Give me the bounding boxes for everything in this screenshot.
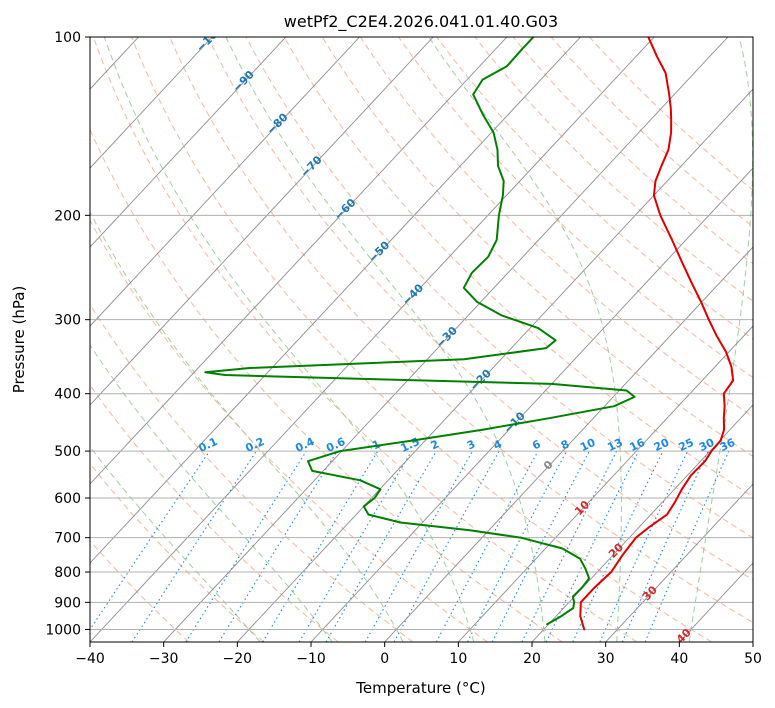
- isotherm-line: [90, 37, 287, 248]
- mixing-ratio-line: [185, 450, 307, 642]
- dry-adiabat-line: [321, 37, 753, 457]
- dry-adiabat-line: [169, 37, 753, 624]
- dry-adiabat-line: [90, 219, 488, 642]
- y-tick-label: 100: [54, 30, 81, 46]
- dry-adiabat-line: [245, 37, 753, 539]
- y-tick-label: 300: [54, 313, 81, 329]
- isotherm-line: [90, 37, 434, 406]
- isotherm-line: [458, 325, 753, 642]
- mixing-ratio-label: 16: [628, 436, 648, 454]
- mixing-ratio-line: [298, 450, 413, 642]
- mixing-ratio-line: [218, 450, 338, 642]
- y-tick-label: 1000: [45, 622, 81, 638]
- mixing-ratio-lines: [90, 450, 730, 642]
- isotherm-line: [90, 37, 213, 169]
- x-tick-label: −40: [75, 651, 105, 667]
- isotherm-line: [531, 404, 753, 642]
- isotherm-line: [90, 37, 508, 485]
- moist-adiabat-line: [103, 37, 475, 642]
- temperature-profile-line: [579, 37, 735, 631]
- isotherm-line: [90, 37, 581, 564]
- profile-series: [204, 37, 735, 631]
- dry-adiabat-line: [92, 37, 638, 642]
- mixing-ratio-line: [393, 450, 500, 642]
- dry-adiabat-line: [207, 37, 753, 581]
- isotherm-line: [384, 246, 753, 642]
- mixing-ratio-label: 13: [605, 436, 624, 454]
- isotherm-line: [752, 641, 753, 642]
- moist-adiabat-line: [90, 210, 404, 642]
- dry-adiabat-line: [398, 37, 753, 379]
- skewed-isotherms: [90, 37, 753, 642]
- x-tick-label: 30: [597, 651, 615, 667]
- mixing-ratio-line: [325, 450, 437, 642]
- dry-adiabat-line: [589, 37, 753, 191]
- mixing-ratio-label: 25: [677, 436, 696, 454]
- y-axis-ticks: 1000 900 800 700 600 500 400 300 200 100: [45, 30, 90, 638]
- mixing-ratio-line: [599, 450, 689, 642]
- x-tick-label: −10: [296, 651, 326, 667]
- dry-adiabat-line: [131, 37, 712, 642]
- isotherm-line: [310, 167, 753, 642]
- mixing-ratio-line: [435, 450, 539, 642]
- x-tick-label: 50: [744, 651, 762, 667]
- mixing-ratio-label: 36: [718, 436, 738, 454]
- chart-title: wetPf2_C2E4.2026.041.01.40.G03: [284, 12, 558, 32]
- plot-background: [90, 37, 753, 642]
- x-tick-label: −20: [223, 651, 253, 667]
- x-tick-label: 20: [523, 651, 541, 667]
- pressure-gridlines: [90, 37, 753, 630]
- y-tick-label: 500: [54, 444, 81, 460]
- mixing-ratio-line: [572, 450, 664, 642]
- moist-adiabat-line: [225, 37, 546, 642]
- isotherm-line: [237, 88, 753, 642]
- x-tick-label: 0: [380, 651, 389, 667]
- isotherm-line: [90, 37, 360, 327]
- dry-adiabat-line: [550, 37, 753, 228]
- moist-adiabat-line: [90, 344, 333, 642]
- dry-adiabat-line: [436, 37, 753, 340]
- dry-adiabat-line: [90, 128, 563, 642]
- dry-adiabat-line: [90, 384, 339, 642]
- y-tick-label: 800: [54, 565, 81, 581]
- plot-area: 0.1 0.2 0.4 0.6 1 1.5 2 3 4 6 8 10 13 16 20 25 30 36−100−…: [90, 37, 753, 642]
- y-tick-label: 700: [54, 531, 81, 547]
- y-tick-label: 200: [54, 208, 81, 224]
- dewpoint-profile-line: [204, 37, 636, 626]
- mixing-ratio-line: [621, 450, 709, 642]
- x-tick-label: 40: [670, 651, 688, 667]
- isotherm-line: [90, 37, 655, 642]
- y-axis-label: Pressure (hPa): [10, 286, 28, 394]
- x-tick-label: 10: [449, 651, 467, 667]
- mixing-ratio-label: 20: [652, 436, 672, 454]
- y-tick-label: 600: [54, 491, 81, 507]
- x-axis-ticks: −40 −30 −20 −10 0 10 20 30 40 50: [75, 642, 762, 667]
- dry-adiabat-line: [283, 37, 753, 498]
- isotherm-line: [605, 483, 753, 642]
- y-tick-label: 400: [54, 387, 81, 403]
- mixing-ratio-label: 10: [578, 436, 598, 454]
- mixing-ratio-line: [364, 450, 474, 642]
- mixing-ratio-line: [131, 450, 257, 642]
- moist-adiabat-line: [688, 37, 753, 642]
- mixing-ratio-line: [644, 450, 730, 642]
- x-axis-label: Temperature (°C): [355, 679, 485, 697]
- y-tick-label: 900: [54, 595, 81, 611]
- plot-frame: [89, 36, 754, 643]
- isotherm-line: [163, 37, 729, 642]
- mixing-ratio-line: [545, 450, 640, 642]
- x-tick-label: −30: [149, 651, 179, 667]
- mixing-ratio-line: [262, 450, 379, 642]
